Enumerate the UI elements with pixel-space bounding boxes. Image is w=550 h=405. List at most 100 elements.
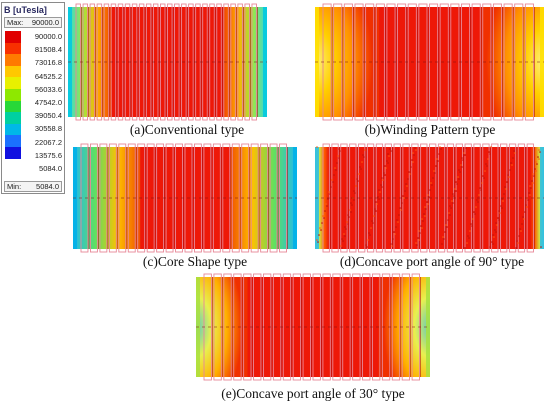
- field-speckle: [435, 165, 437, 167]
- field-speckle: [514, 152, 516, 154]
- field-speckle: [421, 227, 423, 229]
- field-speckle: [471, 225, 473, 227]
- field-speckle: [343, 233, 345, 235]
- coil-column: [402, 143, 410, 253]
- coil-column: [137, 143, 146, 253]
- field-speckle: [347, 223, 349, 225]
- field-speckle: [495, 231, 497, 233]
- field-speckle: [338, 148, 340, 150]
- field-speckle: [350, 202, 352, 204]
- field-speckle: [487, 158, 489, 160]
- field-speckle: [453, 195, 455, 197]
- field-speckle: [424, 215, 426, 217]
- field-speckle: [350, 211, 352, 213]
- field-speckle: [484, 170, 486, 172]
- field-speckle: [498, 219, 500, 221]
- field-speckle: [449, 205, 451, 207]
- field-speckle: [329, 193, 331, 195]
- field-speckle: [457, 176, 459, 178]
- legend-swatch: [5, 65, 21, 78]
- field-speckle: [539, 151, 541, 153]
- legend-max-label: Max:: [7, 18, 24, 27]
- legend-swatch: [5, 146, 21, 159]
- field-speckle: [505, 188, 507, 190]
- field-speckle: [423, 213, 425, 215]
- field-speckle: [345, 228, 347, 230]
- field-speckle: [469, 230, 471, 232]
- field-speckle: [342, 240, 344, 242]
- legend-tick-label: 30558.8: [34, 124, 62, 134]
- field-speckle: [448, 212, 450, 214]
- panel-conventional-type: [65, 3, 270, 121]
- coil-column: [331, 143, 339, 253]
- field-speckle: [411, 159, 413, 161]
- field-speckle: [478, 194, 480, 196]
- field-speckle: [532, 182, 534, 184]
- field-speckle: [527, 199, 529, 201]
- field-speckle: [499, 212, 501, 214]
- field-speckle: [476, 199, 478, 201]
- legend-swatch: [5, 123, 21, 136]
- field-speckle: [451, 200, 453, 202]
- field-speckle: [344, 226, 346, 228]
- field-speckle: [393, 231, 395, 233]
- field-speckle: [390, 150, 392, 152]
- legend-tick-label: 39050.4: [34, 111, 62, 121]
- field-speckle: [358, 173, 360, 175]
- legend-color-bar: [5, 31, 21, 159]
- field-speckle: [372, 222, 374, 224]
- field-speckle: [330, 186, 332, 188]
- field-speckle: [428, 196, 430, 198]
- field-speckle: [446, 226, 448, 228]
- field-speckle: [381, 186, 383, 188]
- field-speckle: [363, 156, 365, 158]
- field-speckle: [384, 165, 386, 167]
- field-speckle: [529, 194, 531, 196]
- field-speckle: [439, 146, 441, 148]
- field-speckle: [536, 163, 538, 165]
- field-speckle: [468, 237, 470, 239]
- field-speckle: [415, 242, 417, 244]
- field-speckle: [440, 148, 442, 150]
- field-speckle: [511, 164, 513, 166]
- coil-column: [503, 3, 513, 121]
- field-speckle: [519, 228, 521, 230]
- field-speckle: [461, 166, 463, 168]
- panel-concave-90-type: [312, 143, 547, 253]
- field-speckle: [331, 179, 333, 181]
- field-speckle: [461, 157, 463, 159]
- field-speckle: [489, 153, 491, 155]
- field-speckle: [382, 179, 384, 181]
- field-speckle: [410, 166, 412, 168]
- field-speckle: [333, 174, 335, 176]
- field-speckle: [400, 209, 402, 211]
- field-speckle: [404, 190, 406, 192]
- coil-column: [455, 143, 463, 253]
- legend-min-value: 5084.0: [36, 182, 59, 191]
- field-speckle: [441, 243, 443, 245]
- field-speckle: [474, 213, 476, 215]
- legend-tick-label: 56033.6: [34, 84, 62, 94]
- panel-winding-pattern-type: [312, 3, 547, 121]
- field-speckle: [318, 234, 320, 236]
- field-speckle: [349, 209, 351, 211]
- coil-column: [366, 143, 375, 253]
- field-speckle: [459, 171, 461, 173]
- field-speckle: [482, 175, 484, 177]
- field-speckle: [492, 234, 494, 236]
- field-speckle: [486, 165, 488, 167]
- caption-conventional-type: (a)Conventional type: [129, 122, 245, 137]
- field-speckle: [366, 246, 368, 248]
- field-speckle: [316, 146, 318, 148]
- field-speckle: [420, 225, 422, 227]
- field-speckle: [354, 192, 356, 194]
- field-speckle: [472, 218, 474, 220]
- field-speckle: [507, 174, 509, 176]
- field-speckle: [436, 158, 438, 160]
- field-speckle: [523, 218, 525, 220]
- legend-min-label: Min:: [7, 182, 22, 191]
- field-speckle: [379, 191, 381, 193]
- field-speckle: [408, 171, 410, 173]
- field-speckle: [327, 198, 329, 200]
- field-speckle: [452, 193, 454, 195]
